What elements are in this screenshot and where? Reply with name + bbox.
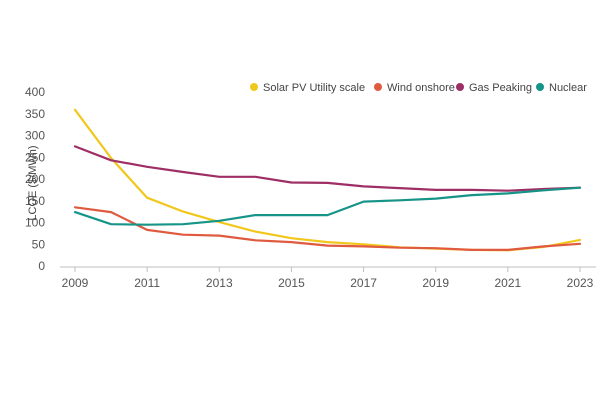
y-tick-label-400: 400 xyxy=(25,85,45,99)
legend-marker-solar-pv-utility-scale xyxy=(250,83,258,91)
y-tick-label-50: 50 xyxy=(32,237,46,251)
y-tick-label-300: 300 xyxy=(25,129,45,143)
x-tick-label-2023: 2023 xyxy=(567,276,594,290)
legend-marker-gas-peaking xyxy=(456,83,464,91)
y-tick-label-200: 200 xyxy=(25,172,45,186)
y-tick-label-150: 150 xyxy=(25,194,45,208)
x-tick-label-2011: 2011 xyxy=(134,276,160,290)
series-line-gas-peaking xyxy=(73,145,582,192)
legend-label-solar-pv-utility-scale: Solar PV Utility scale xyxy=(263,82,365,94)
legend-marker-wind-onshore xyxy=(374,83,382,91)
x-tick-label-2013: 2013 xyxy=(206,276,233,290)
y-tick-label-350: 350 xyxy=(25,107,45,121)
legend-label-wind-onshore: Wind onshore xyxy=(387,82,455,94)
legend: Solar PV Utility scale Wind onshore Gas Pe… xyxy=(250,82,587,94)
y-axis-ticks: 0 50 100 150 200 250 300 350 400 xyxy=(25,85,45,273)
x-tick-label-2021: 2021 xyxy=(495,276,522,290)
series-line-solar-pv-utility-scale xyxy=(73,108,582,252)
x-tick-label-2015: 2015 xyxy=(278,276,305,290)
legend-label-gas-peaking: Gas Peaking xyxy=(469,82,532,94)
y-tick-label-0: 0 xyxy=(38,259,45,273)
y-tick-label-100: 100 xyxy=(25,216,45,230)
y-axis-title: LCOE ($/MWh) xyxy=(27,145,39,220)
series-line-nuclear xyxy=(73,186,582,226)
x-axis-ticks: 2009 2011 2013 2015 2017 2019 2021 2023 xyxy=(62,267,594,290)
series-line-wind-onshore xyxy=(73,206,582,251)
series-lines xyxy=(73,108,582,252)
legend-marker-nuclear xyxy=(536,83,544,91)
legend-label-nuclear: Nuclear xyxy=(549,82,587,94)
x-tick-label-2019: 2019 xyxy=(422,276,449,290)
x-tick-label-2009: 2009 xyxy=(62,276,89,290)
x-tick-label-2017: 2017 xyxy=(350,276,377,290)
y-tick-label-250: 250 xyxy=(25,150,45,164)
